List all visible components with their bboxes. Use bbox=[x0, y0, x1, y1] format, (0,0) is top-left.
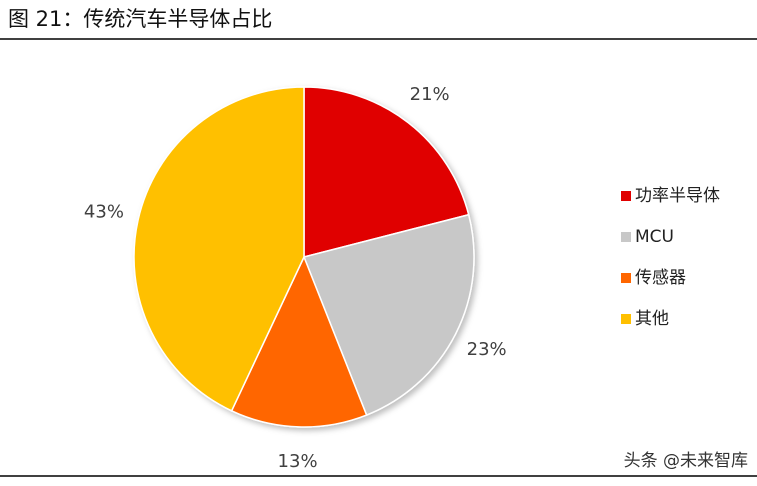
pie-slice bbox=[302, 213, 475, 417]
chart-title: 图 21：传统汽车半导体占比 bbox=[8, 7, 272, 31]
legend-label: 其他 bbox=[635, 309, 669, 329]
pie-slice bbox=[133, 86, 305, 412]
legend-swatch bbox=[621, 314, 631, 324]
legend-label: 传感器 bbox=[635, 268, 686, 288]
data-label: 21% bbox=[410, 84, 450, 105]
data-label: 43% bbox=[84, 201, 124, 222]
data-label: 23% bbox=[467, 339, 507, 360]
legend-label: 功率半导体 bbox=[635, 186, 720, 206]
legend-swatch bbox=[621, 232, 631, 242]
watermark: 头条 @未来智库 bbox=[624, 451, 748, 471]
pie-slice bbox=[303, 86, 470, 258]
legend-swatch bbox=[621, 191, 631, 201]
pie-slice bbox=[230, 255, 368, 428]
legend-label: MCU bbox=[635, 227, 674, 247]
legend-swatch bbox=[621, 273, 631, 283]
pie bbox=[133, 86, 475, 428]
data-label: 13% bbox=[278, 451, 318, 472]
